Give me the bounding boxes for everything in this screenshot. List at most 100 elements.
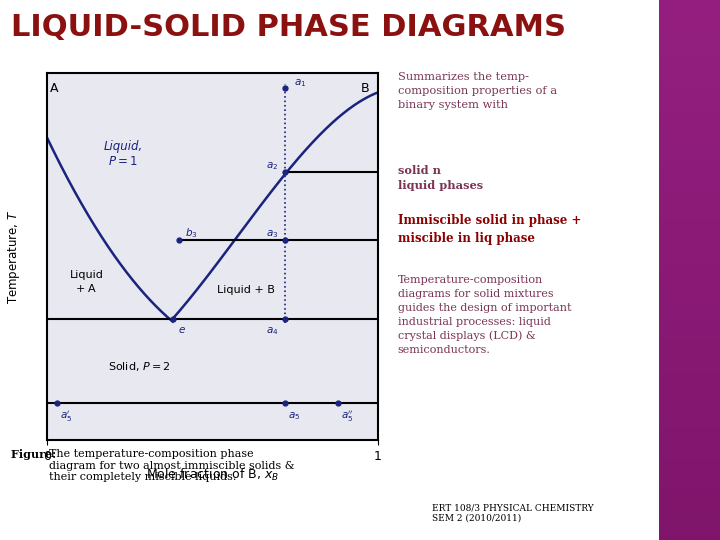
Text: $a_1$: $a_1$ [294, 77, 306, 89]
Bar [659, 512, 720, 518]
Bar [659, 80, 720, 86]
Bar [659, 151, 720, 157]
Bar [659, 415, 720, 421]
Bar [659, 75, 720, 81]
Bar [659, 134, 720, 140]
Bar [659, 442, 720, 448]
Text: $e$: $e$ [179, 325, 186, 335]
Bar [659, 529, 720, 535]
Bar [659, 507, 720, 513]
Bar [659, 340, 720, 346]
Bar [659, 91, 720, 97]
Bar [659, 399, 720, 405]
Text: $a_5^{\prime\prime}$: $a_5^{\prime\prime}$ [341, 408, 354, 424]
X-axis label: Mole fraction of B, $x_B$: Mole fraction of B, $x_B$ [146, 467, 279, 483]
Bar [659, 183, 720, 189]
Text: Liquid
$+$ A: Liquid $+$ A [70, 270, 104, 294]
Bar [659, 26, 720, 32]
Text: $a_3$: $a_3$ [266, 228, 278, 240]
Bar [659, 350, 720, 356]
Bar [659, 107, 720, 113]
Bar [659, 307, 720, 313]
Bar [659, 215, 720, 221]
Bar [659, 534, 720, 540]
Bar [659, 302, 720, 308]
Bar [659, 140, 720, 146]
Bar [659, 502, 720, 508]
Bar [659, 264, 720, 270]
Bar [659, 86, 720, 92]
Bar [659, 253, 720, 259]
Bar [659, 275, 720, 281]
Bar [659, 102, 720, 108]
Bar [659, 32, 720, 38]
Bar [659, 410, 720, 416]
Bar [659, 194, 720, 200]
Bar [659, 291, 720, 297]
Bar [659, 10, 720, 16]
Bar [659, 161, 720, 167]
Bar [659, 237, 720, 243]
Bar [659, 286, 720, 292]
Bar [659, 329, 720, 335]
Bar [659, 356, 720, 362]
Text: B: B [361, 82, 370, 95]
Bar [659, 59, 720, 65]
Bar [659, 421, 720, 427]
Bar [659, 318, 720, 324]
Bar [659, 43, 720, 49]
Bar [659, 248, 720, 254]
Bar [659, 156, 720, 162]
Bar [659, 5, 720, 11]
Text: Immiscible solid in phase +
miscible in liq phase: Immiscible solid in phase + miscible in … [397, 214, 581, 245]
Bar [659, 37, 720, 43]
Bar [659, 70, 720, 76]
Bar [659, 480, 720, 486]
Bar [659, 167, 720, 173]
Bar [659, 210, 720, 216]
Text: $b_3$: $b_3$ [185, 226, 197, 240]
Bar [659, 188, 720, 194]
Bar [659, 323, 720, 329]
Bar [659, 496, 720, 502]
Text: solid n
liquid phases: solid n liquid phases [397, 165, 483, 192]
Text: Liquid + B: Liquid + B [217, 285, 274, 294]
Bar [659, 226, 720, 232]
Bar [659, 242, 720, 248]
Bar [659, 394, 720, 400]
Bar [659, 269, 720, 275]
Bar [659, 145, 720, 151]
Bar [659, 113, 720, 119]
Bar [659, 64, 720, 70]
Bar [659, 361, 720, 367]
Text: $a_4$: $a_4$ [266, 325, 279, 336]
Bar [659, 485, 720, 491]
Bar [659, 172, 720, 178]
Bar [659, 388, 720, 394]
Bar [659, 458, 720, 464]
Bar [659, 259, 720, 265]
Bar [659, 426, 720, 432]
Text: Solid, $P = 2$: Solid, $P = 2$ [108, 360, 171, 373]
Bar [659, 334, 720, 340]
Bar [659, 448, 720, 454]
Bar [659, 221, 720, 227]
Bar [659, 129, 720, 135]
Bar [659, 469, 720, 475]
Text: A: A [50, 82, 58, 95]
Text: $a_5$: $a_5$ [288, 410, 300, 422]
Bar [659, 16, 720, 22]
Bar [659, 383, 720, 389]
Bar [659, 296, 720, 302]
Bar [659, 313, 720, 319]
Bar [659, 377, 720, 383]
Bar [659, 345, 720, 351]
Bar [659, 53, 720, 59]
Bar [659, 491, 720, 497]
Bar [659, 118, 720, 124]
Text: Figure:: Figure: [11, 449, 60, 460]
Bar [659, 232, 720, 238]
Bar [659, 475, 720, 481]
Text: Temperature, $T$: Temperature, $T$ [6, 210, 22, 303]
Text: $a_2$: $a_2$ [266, 160, 278, 172]
